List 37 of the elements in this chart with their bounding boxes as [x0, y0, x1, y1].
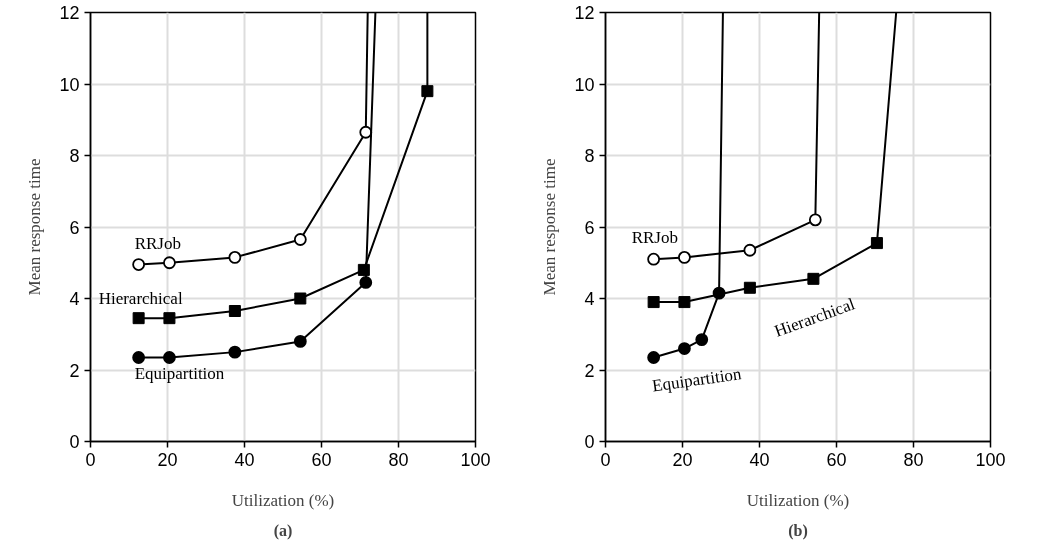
- y-tick-label: 10: [59, 74, 80, 95]
- x-axis-title: Utilization (%): [231, 490, 335, 510]
- series-label: RRJob: [631, 228, 678, 248]
- x-tick-label: 100: [460, 449, 491, 470]
- y-tick-label: 12: [59, 3, 80, 23]
- y-tick-label: 2: [69, 360, 80, 381]
- y-tick-label: 4: [584, 289, 595, 309]
- y-tick-label: 10: [574, 74, 595, 95]
- x-tick-label: 40: [234, 449, 255, 470]
- y-axis-title: Mean response time: [25, 158, 45, 296]
- x-tick-label: 100: [975, 449, 1006, 470]
- text: (b): [788, 521, 808, 540]
- series-label: Hierarchical: [98, 289, 183, 309]
- y-tick-label: 8: [69, 146, 80, 166]
- x-axis-title: Utilization (%): [746, 490, 850, 510]
- x-tick-label: 40: [749, 449, 770, 470]
- x-tick-label: 20: [672, 449, 693, 470]
- y-axis-title: Mean response time: [540, 158, 560, 296]
- x-tick-label: 80: [388, 449, 409, 470]
- text: Equipartition: [650, 364, 743, 396]
- x-tick-label: 60: [826, 449, 847, 470]
- series-label: Equipartition: [134, 364, 225, 384]
- y-tick-label: 6: [69, 217, 80, 238]
- x-tick-label: 0: [600, 449, 611, 470]
- text: (a): [273, 521, 293, 540]
- y-tick-label: 4: [69, 289, 80, 309]
- x-tick-label: 60: [311, 449, 332, 470]
- y-tick-label: 2: [584, 360, 595, 381]
- y-tick-label: 8: [584, 146, 595, 166]
- x-tick-label: 20: [157, 449, 178, 470]
- y-tick-label: 0: [69, 432, 80, 452]
- y-tick-label: 6: [584, 217, 595, 238]
- y-tick-label: 0: [584, 432, 595, 452]
- x-tick-label: 0: [85, 449, 96, 470]
- x-tick-label: 80: [903, 449, 924, 470]
- y-tick-label: 12: [574, 3, 595, 23]
- series-label: RRJob: [134, 233, 181, 253]
